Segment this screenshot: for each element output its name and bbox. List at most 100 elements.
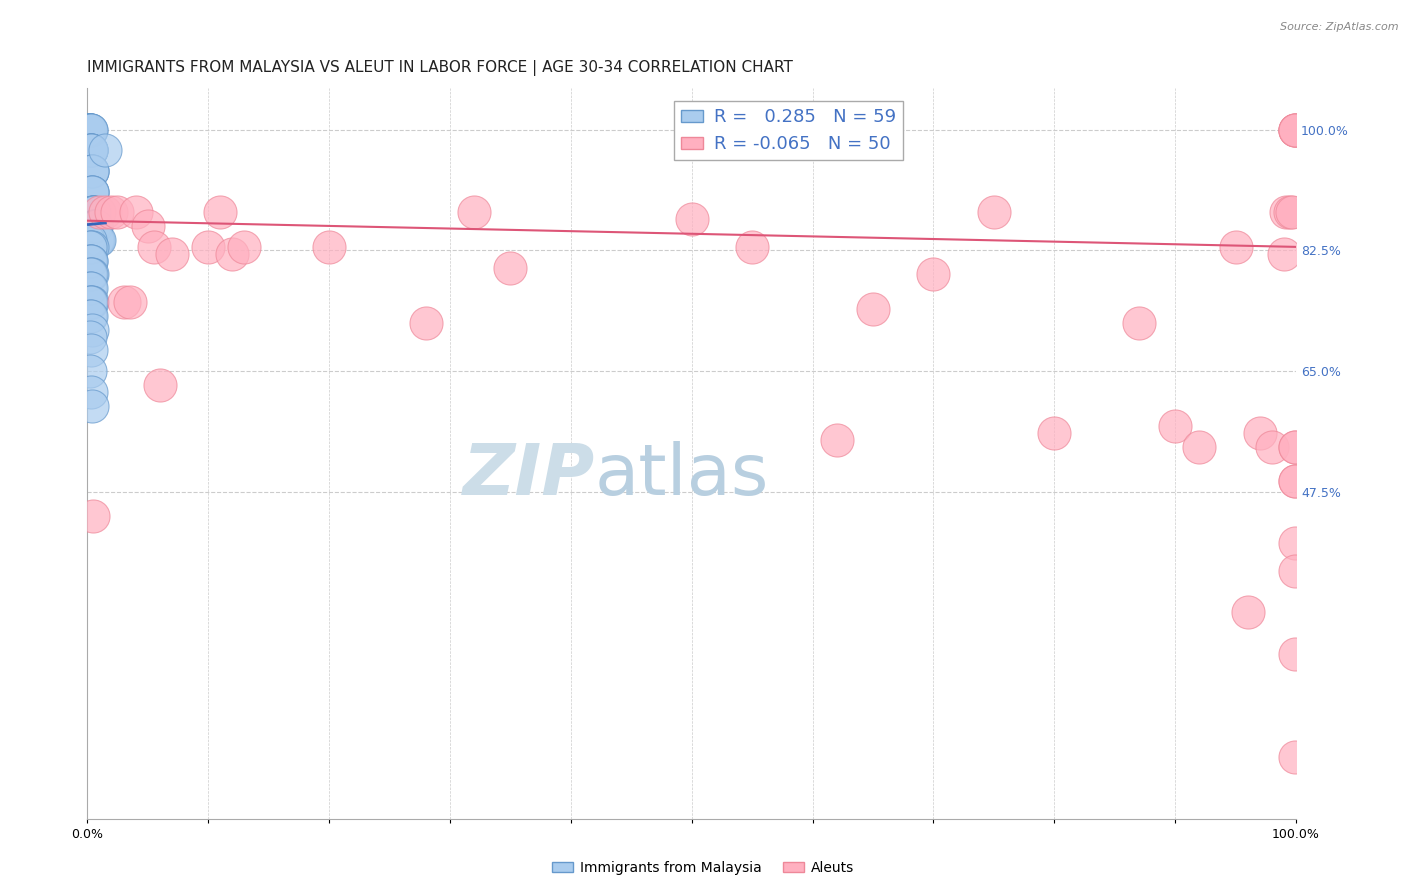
Point [79, 364, 101, 378]
Point [142, 240, 165, 254]
Point [80, 185, 103, 199]
Point [79, 329, 101, 343]
Point [82, 205, 104, 219]
Point [1284, 440, 1306, 454]
Text: IMMIGRANTS FROM MALAYSIA VS ALEUT IN LABOR FORCE | AGE 30-34 CORRELATION CHART: IMMIGRANTS FROM MALAYSIA VS ALEUT IN LAB… [87, 60, 793, 76]
Point [80, 253, 103, 268]
Point [80, 144, 103, 158]
Point [741, 240, 763, 254]
Point [1249, 426, 1271, 441]
Point [1279, 205, 1302, 219]
Point [80, 144, 103, 158]
Point [89, 233, 111, 247]
Point [209, 205, 232, 219]
Point [87, 233, 110, 247]
Point [80, 185, 103, 199]
Point [79, 122, 101, 136]
Point [79, 309, 101, 323]
Point [80, 144, 103, 158]
Point [1281, 205, 1303, 219]
Point [79, 122, 101, 136]
Point [1188, 440, 1211, 454]
Point [80, 268, 103, 282]
Point [80, 309, 103, 323]
Text: ZIP: ZIP [463, 442, 595, 510]
Point [79, 268, 101, 282]
Point [499, 260, 522, 275]
Point [77, 122, 100, 136]
Point [681, 212, 703, 227]
Point [77, 122, 100, 136]
Point [83, 205, 105, 219]
Point [94, 144, 117, 158]
Point [1236, 606, 1258, 620]
Point [1284, 647, 1306, 661]
Point [82, 205, 104, 219]
Point [80, 164, 103, 178]
Point [415, 316, 437, 330]
Point [80, 240, 103, 254]
Point [77, 233, 100, 247]
Point [80, 122, 103, 136]
Point [1128, 316, 1150, 330]
Point [80, 268, 103, 282]
Point [80, 185, 103, 199]
Point [77, 122, 100, 136]
Point [79, 253, 101, 268]
Point [1043, 426, 1066, 441]
Point [1284, 475, 1306, 489]
Point [107, 205, 129, 219]
Point [80, 295, 103, 310]
Point [149, 377, 172, 392]
Point [1284, 122, 1306, 136]
Point [318, 240, 340, 254]
Point [80, 253, 103, 268]
Point [79, 295, 101, 310]
Point [112, 295, 135, 310]
Point [80, 384, 103, 399]
Point [79, 122, 101, 136]
Point [80, 295, 103, 310]
Point [1284, 122, 1306, 136]
Point [1272, 247, 1295, 261]
Point [84, 219, 107, 234]
Point [94, 205, 117, 219]
Point [124, 205, 146, 219]
Point [80, 164, 103, 178]
Point [86, 233, 108, 247]
Point [79, 122, 101, 136]
Point [89, 205, 111, 219]
Point [1284, 750, 1306, 764]
Point [80, 164, 103, 178]
Point [83, 219, 105, 234]
Point [1284, 475, 1306, 489]
Point [160, 247, 183, 261]
Point [79, 122, 101, 136]
Legend: Immigrants from Malaysia, Aleuts: Immigrants from Malaysia, Aleuts [547, 855, 859, 880]
Point [82, 205, 104, 219]
Point [233, 240, 256, 254]
Point [118, 295, 141, 310]
Point [80, 399, 103, 413]
Point [80, 343, 103, 358]
Point [1225, 240, 1247, 254]
Point [1275, 205, 1298, 219]
Point [825, 433, 848, 447]
Point [79, 122, 101, 136]
Point [1284, 122, 1306, 136]
Point [80, 122, 103, 136]
Point [80, 144, 103, 158]
Point [83, 219, 105, 234]
Text: Source: ZipAtlas.com: Source: ZipAtlas.com [1281, 22, 1399, 32]
Point [82, 205, 104, 219]
Point [80, 323, 103, 337]
Point [82, 508, 104, 523]
Point [80, 240, 103, 254]
Point [221, 247, 243, 261]
Point [463, 205, 485, 219]
Point [1284, 122, 1306, 136]
Point [1261, 440, 1284, 454]
Point [80, 281, 103, 295]
Point [84, 219, 107, 234]
Point [79, 240, 101, 254]
